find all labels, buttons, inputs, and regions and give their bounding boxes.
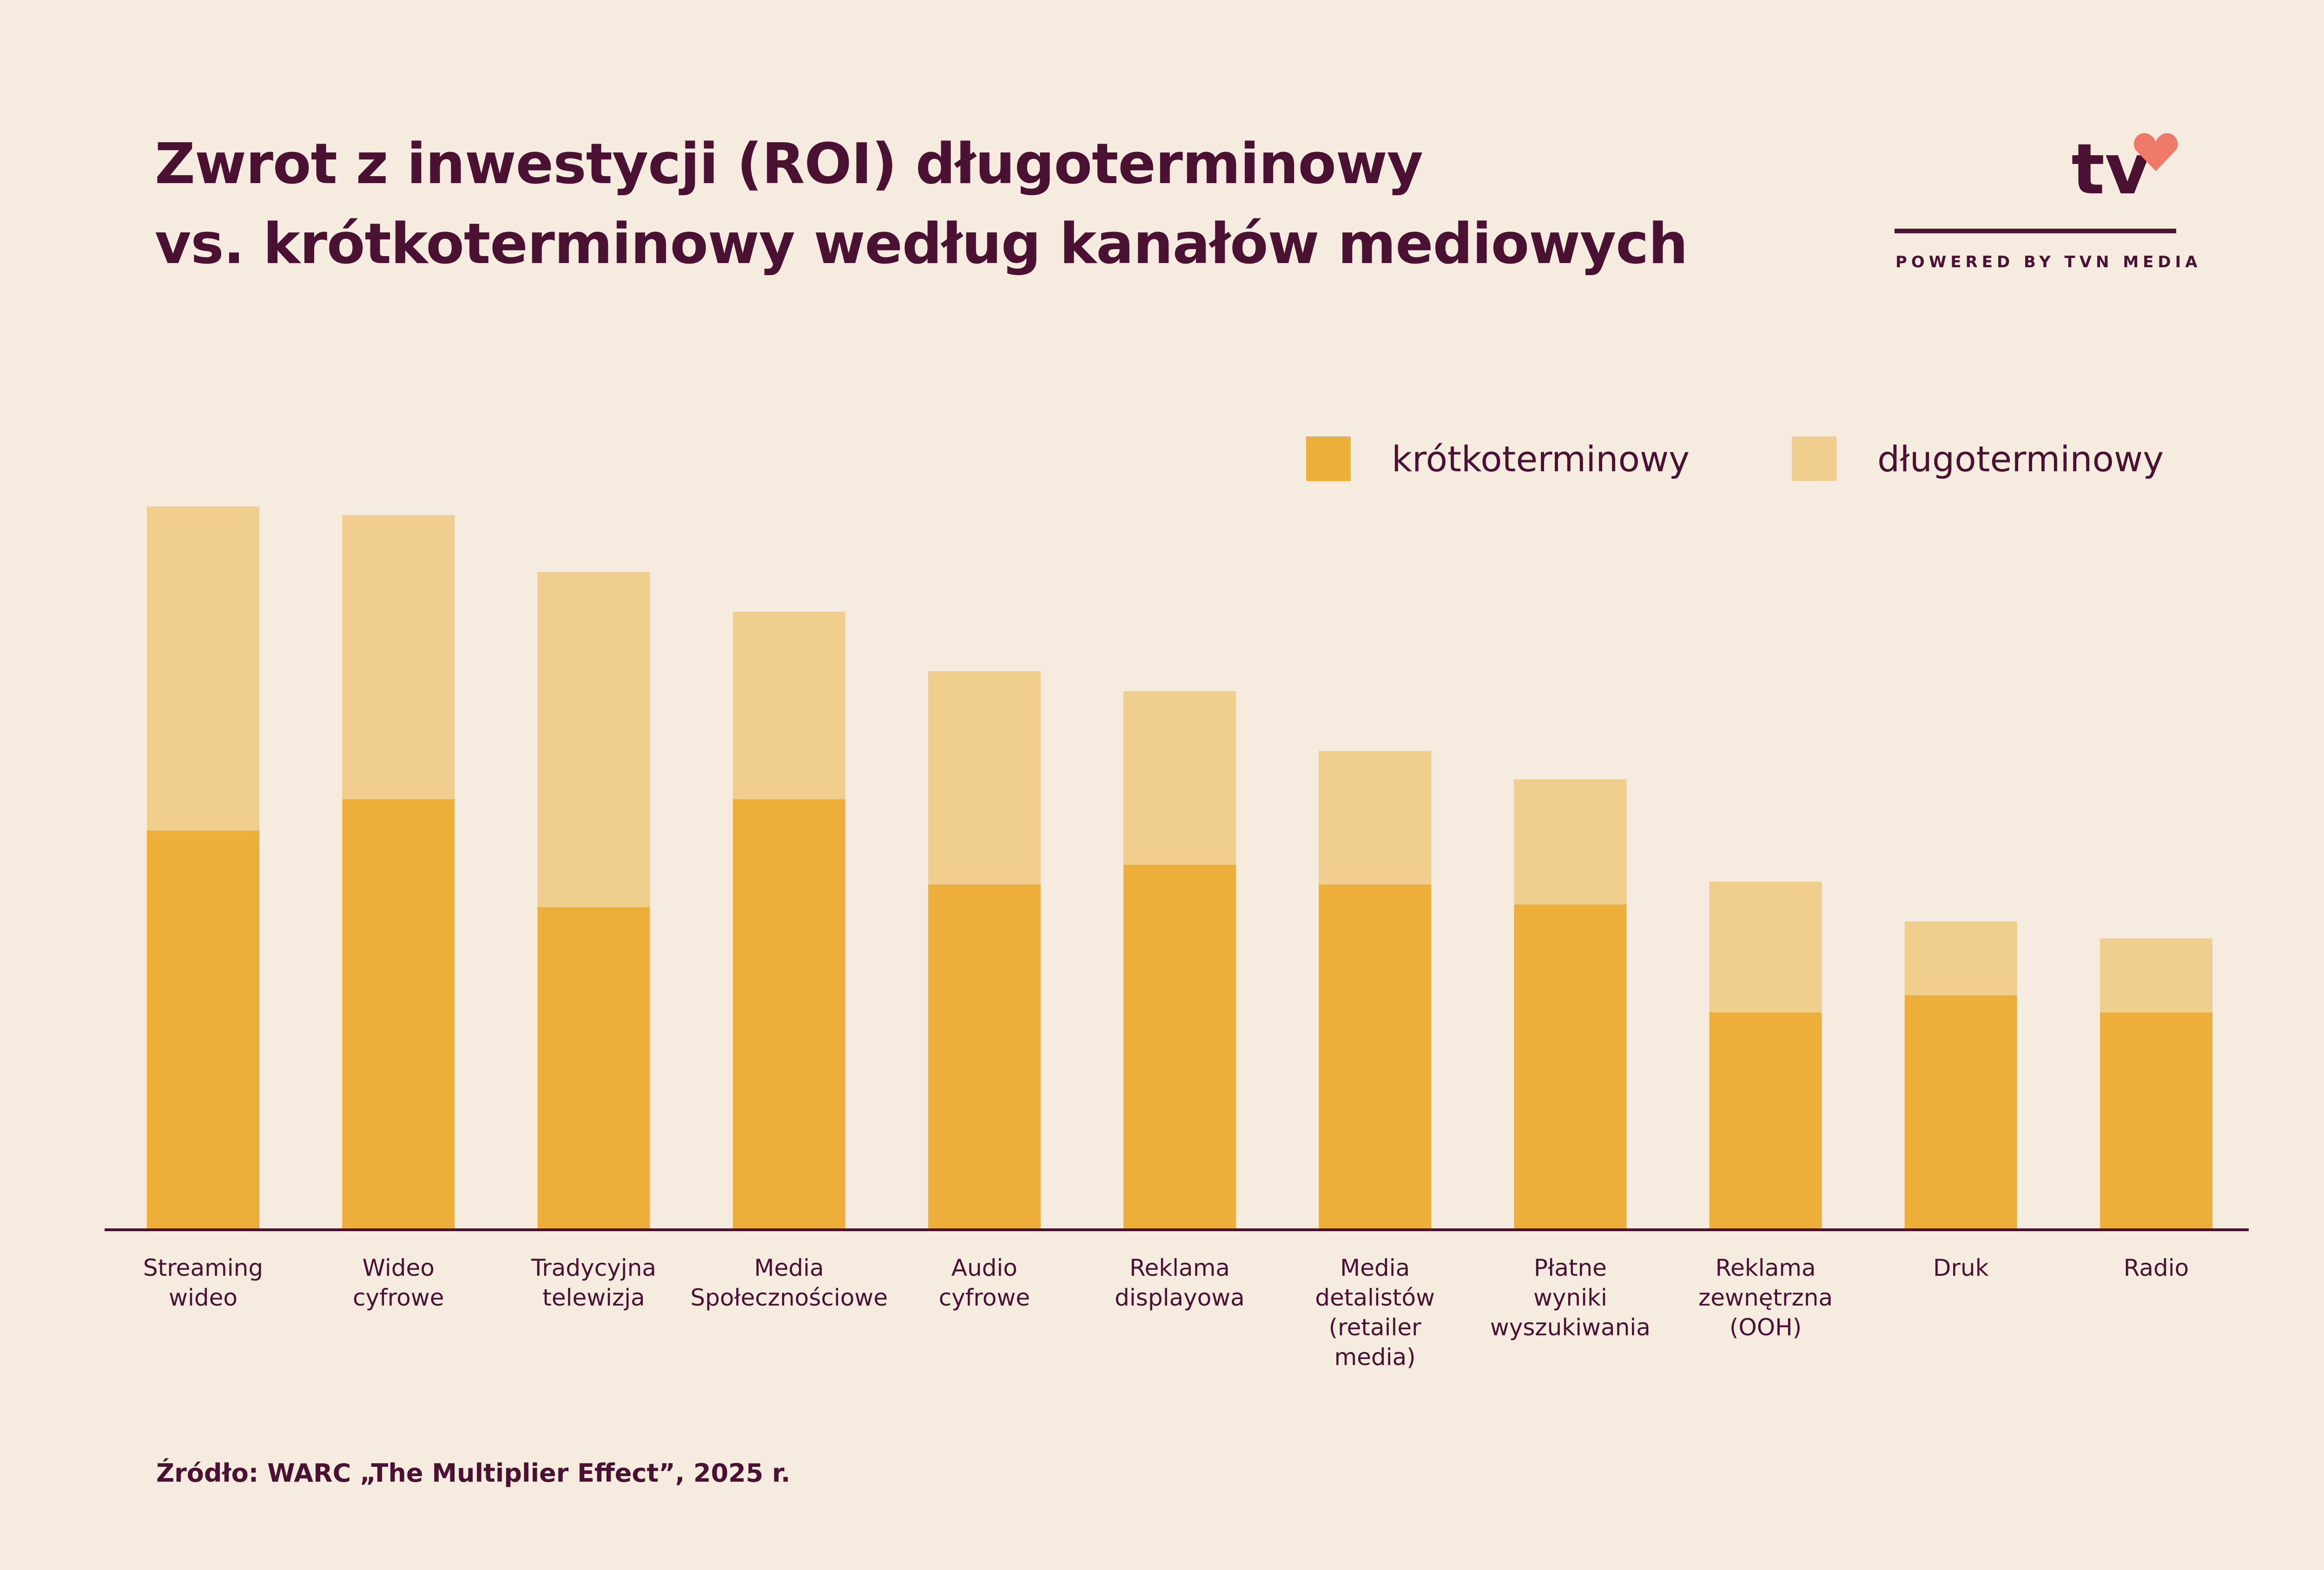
x-tick-label-2: Tradycyjna telewizja [531,1254,656,1311]
x-tick-label-10: Radio [2124,1254,2189,1281]
bar-long-term-9 [1904,921,2017,996]
bar-long-term-5 [1123,691,1236,865]
bar-long-term-1 [342,515,455,799]
bar-long-term-8 [1709,881,1822,1013]
logo-divider [1895,229,2176,233]
bar-long-term-2 [537,572,650,907]
bar-short-term-3 [733,799,845,1228]
legend-swatch-short-term [1306,436,1351,481]
legend-item-long-term: długoterminowy [1792,435,2164,482]
bar-long-term-3 [733,612,845,799]
bar-long-term-10 [2100,938,2212,1013]
bar-short-term-9 [1904,995,2017,1228]
x-tick-label-4: Audio cyfrowe [939,1254,1030,1311]
legend-label-long-term: długoterminowy [1877,438,2164,480]
title-line-1: Zwrot z inwestycji (ROI) długoterminowy [155,132,1423,197]
x-tick-label-8: Reklama zewnętrzna (OOH) [1698,1254,1833,1341]
x-tick-label-5: Reklama displayowa [1115,1254,1245,1311]
x-tick-label-9: Druk [1933,1254,1989,1281]
bar-long-term-0 [147,506,259,831]
x-tick-label-1: Wideo cyfrowe [353,1254,444,1311]
bar-long-term-6 [1319,751,1432,884]
bar-short-term-0 [147,830,259,1228]
bar-short-term-10 [2100,1012,2212,1228]
x-tick-label-3: Media Społecznościowe [690,1254,888,1311]
bar-short-term-1 [342,799,455,1228]
bar-short-term-5 [1123,864,1236,1228]
logo-tagline: POWERED BY TVN MEDIA [1895,253,2202,271]
x-tick-label-7: Płatne wyniki wyszukiwania [1490,1254,1651,1341]
title-line-2: vs. krótkoterminowy według kanałów medio… [155,212,1688,277]
bar-short-term-6 [1319,884,1432,1228]
bar-short-term-7 [1514,904,1627,1228]
source-note: Źródło: WARC „The Multiplier Effect”, 20… [156,1458,791,1488]
bar-short-term-2 [537,907,650,1228]
legend-swatch-long-term [1792,436,1836,481]
bar-long-term-7 [1514,779,1627,904]
x-tick-label-6: Media detalistów (retailer media) [1315,1254,1435,1371]
bar-short-term-8 [1709,1012,1822,1228]
bar-long-term-4 [928,671,1041,885]
heart-icon [2133,133,2178,172]
legend-label-short-term: krótkoterminowy [1392,438,1690,480]
x-tick-label-0: Streaming wideo [143,1254,263,1311]
legend-item-short-term: krótkoterminowy [1306,435,1690,482]
tvn-logo: tv POWERED BY TVN MEDIA [1895,125,2198,279]
chart-title: Zwrot z inwestycji (ROI) długoterminowy … [155,125,1688,284]
bar-short-term-4 [928,884,1041,1228]
